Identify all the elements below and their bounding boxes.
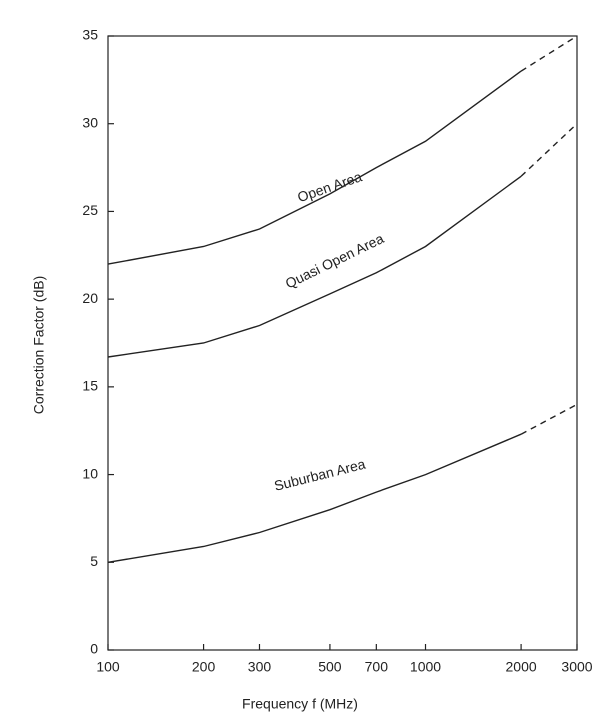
page: {"chart_data": {"type": "line", "x_label… [0, 0, 598, 726]
y-tick-label: 35 [82, 27, 98, 43]
x-tick-label: 300 [248, 659, 272, 675]
x-tick-label: 700 [365, 659, 389, 675]
series-label: Suburban Area [272, 456, 367, 494]
series-label: Quasi Open Area [283, 230, 387, 292]
x-axis-label: Frequency f (MHz) [242, 696, 358, 712]
x-tick-label: 200 [192, 659, 216, 675]
series-line [521, 404, 577, 434]
x-tick-label: 100 [96, 659, 120, 675]
series-line [521, 36, 577, 71]
chart: Frequency f (MHz) Correction Factor (dB)… [0, 0, 598, 721]
plot-frame [108, 36, 577, 650]
y-tick-label: 30 [82, 114, 98, 130]
series-label: Open Area [295, 168, 364, 205]
y-tick-label: 5 [90, 553, 98, 569]
y-tick-label: 0 [90, 641, 98, 657]
y-tick-label: 15 [82, 378, 98, 394]
x-tick-label: 3000 [561, 659, 592, 675]
y-tick-label: 10 [82, 465, 98, 481]
y-tick-label: 25 [82, 202, 98, 218]
series-line [521, 124, 577, 177]
series-line [108, 434, 521, 562]
x-tick-label: 1000 [410, 659, 441, 675]
x-tick-label: 2000 [506, 659, 537, 675]
y-tick-label: 20 [82, 290, 98, 306]
series-line [108, 71, 521, 264]
x-tick-label: 500 [318, 659, 342, 675]
y-axis-label: Correction Factor (dB) [31, 276, 47, 414]
